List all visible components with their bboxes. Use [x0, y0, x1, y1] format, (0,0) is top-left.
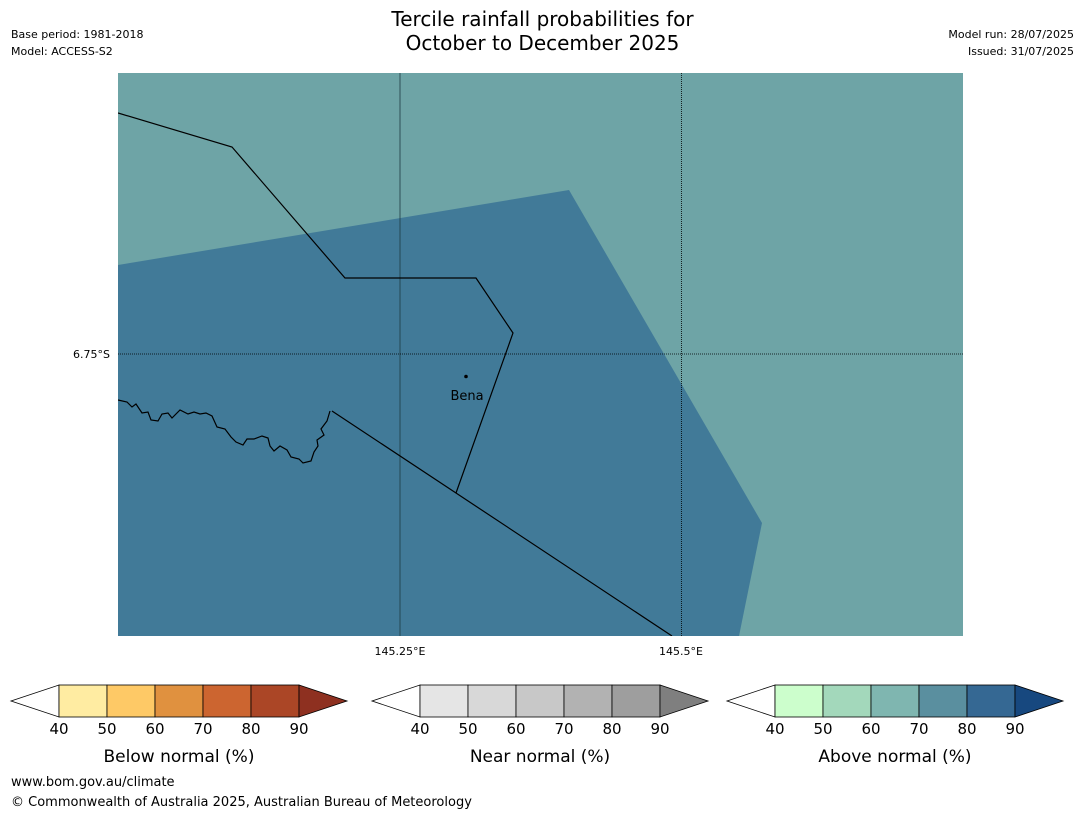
colorbar-tick-label: 90 — [650, 720, 669, 738]
colorbar-cell — [918, 684, 968, 718]
colorbar-tick-label: 90 — [289, 720, 308, 738]
colorbar-extension-high — [298, 684, 349, 718]
colorbar-extension-low — [9, 684, 60, 718]
rainfall-map: Bena 6.75°S 145.25°E 145.5°E — [73, 73, 963, 658]
colorbar-extension-low — [725, 684, 776, 718]
colorbar-cell — [250, 684, 300, 718]
colorbar-cell — [154, 684, 204, 718]
title-line-1: Tercile rainfall probabilities for — [391, 7, 694, 31]
colorbar-label: Near normal (%) — [470, 747, 610, 767]
colorbar-tick-label: 50 — [97, 720, 116, 738]
longitude-label-145-5: 145.5°E — [659, 645, 703, 658]
colorbar-tick-label: 60 — [506, 720, 525, 738]
colorbar-cell — [966, 684, 1016, 718]
bena-location-marker — [464, 374, 468, 379]
colorbar-tick-label: 40 — [410, 720, 429, 738]
colorbar-cell — [419, 684, 469, 718]
province-boundary-south — [331, 410, 673, 636]
colorbar-cell — [822, 684, 872, 718]
colorbar-label: Below normal (%) — [104, 747, 255, 767]
colorbar-extension-high — [659, 684, 710, 718]
colorbar-tick-label: 80 — [241, 720, 260, 738]
colorbar-below: 40 50 60 70 80 90 Below normal (%) — [9, 684, 349, 767]
base-period-text: Base period: 1981-2018 — [11, 28, 144, 41]
colorbar-cell — [467, 684, 517, 718]
colorbar-cell — [563, 684, 613, 718]
probability-region-80-90 — [118, 190, 762, 636]
colorbar-cell — [611, 684, 661, 718]
model-run-text: Model run: 28/07/2025 — [948, 28, 1074, 41]
map-title: Tercile rainfall probabilities for Octob… — [0, 7, 1085, 55]
model-text: Model: ACCESS-S2 — [11, 45, 113, 58]
title-line-2: October to December 2025 — [405, 31, 680, 55]
colorbar-tick-label: 80 — [957, 720, 976, 738]
bena-label: Bena — [450, 389, 483, 404]
colorbar-tick-label: 40 — [49, 720, 68, 738]
colorbar-above: 40 50 60 70 80 90 Above normal (%) — [725, 684, 1065, 767]
colorbar-cell — [515, 684, 565, 718]
colorbar-tick-label: 70 — [909, 720, 928, 738]
colorbar-cell — [106, 684, 156, 718]
meta-right: Model run: 28/07/2025 Issued: 31/07/2025 — [948, 26, 1074, 60]
colorbar-cell — [202, 684, 252, 718]
colorbar-cell — [58, 684, 108, 718]
colorbar-tick-label: 80 — [602, 720, 621, 738]
colorbar-tick-label: 60 — [145, 720, 164, 738]
colorbar-extension-high — [1014, 684, 1065, 718]
copyright-text: © Commonwealth of Australia 2025, Austra… — [11, 795, 472, 810]
longitude-label-145-25: 145.25°E — [375, 645, 426, 658]
river-boundary — [118, 399, 331, 464]
website-text: www.bom.gov.au/climate — [11, 775, 175, 790]
colorbar-tick-label: 50 — [813, 720, 832, 738]
latitude-label-6-75: 6.75°S — [73, 348, 110, 361]
meta-left: Base period: 1981-2018 Model: ACCESS-S2 — [11, 26, 143, 60]
colorbar-tick-label: 50 — [458, 720, 477, 738]
colorbar-tick-label: 60 — [861, 720, 880, 738]
colorbar-cell — [870, 684, 920, 718]
issued-text: Issued: 31/07/2025 — [967, 45, 1074, 58]
colorbar-tick-label: 40 — [765, 720, 784, 738]
colorbar-near: 40 50 60 70 80 90 Near normal (%) — [370, 684, 710, 767]
colorbar-tick-label: 90 — [1005, 720, 1024, 738]
colorbar-label: Above normal (%) — [818, 747, 971, 767]
colorbar-extension-low — [370, 684, 421, 718]
colorbar-tick-label: 70 — [554, 720, 573, 738]
colorbar-tick-label: 70 — [193, 720, 212, 738]
province-boundary-north — [118, 112, 514, 494]
colorbar-cell — [774, 684, 824, 718]
